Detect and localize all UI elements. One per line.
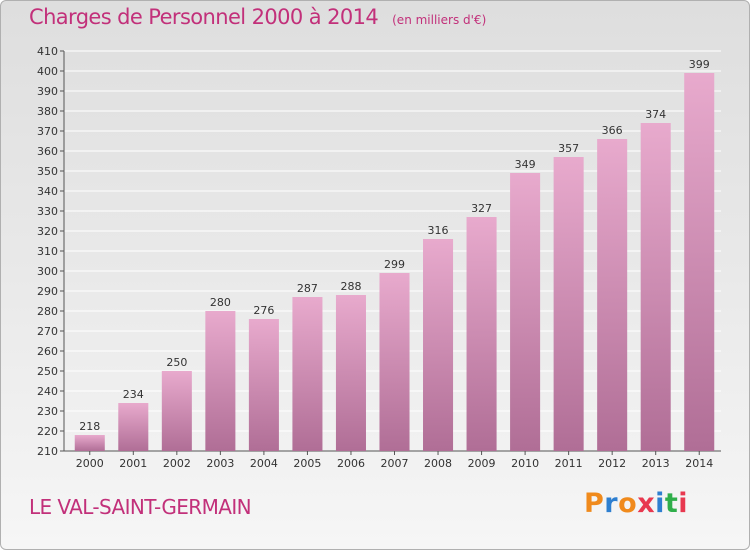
logo-letter: r — [604, 488, 619, 519]
x-tick-label-2000: 2000 — [76, 457, 104, 470]
x-tick-label-2004: 2004 — [250, 457, 278, 470]
bars — [74, 73, 715, 451]
value-label-2002: 250 — [166, 356, 187, 369]
commune-name: LE VAL-SAINT-GERMAIN — [29, 495, 252, 519]
bar-2012 — [597, 139, 628, 451]
value-label-2010: 349 — [515, 158, 536, 171]
proxiti-logo: Proxiti — [584, 488, 688, 519]
chart-title: Charges de Personnel 2000 à 2014 (en mill… — [29, 5, 486, 29]
y-tick-label: 410 — [37, 45, 58, 58]
x-tick-label-2014: 2014 — [685, 457, 713, 470]
logo-letter: o — [618, 488, 638, 519]
x-tick-label-2008: 2008 — [424, 457, 452, 470]
value-label-2012: 366 — [602, 124, 623, 137]
x-tick-label-2007: 2007 — [381, 457, 409, 470]
logo-letter: x — [637, 488, 656, 519]
value-label-2007: 299 — [384, 258, 405, 271]
y-tick-label: 400 — [37, 65, 58, 78]
logo-letter: P — [584, 488, 605, 519]
value-label-2008: 316 — [428, 224, 449, 237]
bar-2004 — [248, 319, 279, 451]
y-tick-label: 370 — [37, 125, 58, 138]
y-tick-label: 350 — [37, 165, 58, 178]
bar-2008 — [423, 239, 454, 451]
y-tick-label: 340 — [37, 185, 58, 198]
bar-2014 — [684, 73, 715, 451]
bar-2009 — [466, 217, 497, 451]
logo-letter: i — [655, 488, 665, 519]
y-tick-label: 250 — [37, 365, 58, 378]
y-tick-label: 240 — [37, 385, 58, 398]
bar-2000 — [74, 435, 105, 451]
x-tick-label-2002: 2002 — [163, 457, 191, 470]
y-tick-label: 390 — [37, 85, 58, 98]
bar-2010 — [510, 173, 541, 451]
chart-subtitle: (en milliers d'€) — [392, 13, 487, 27]
value-label-2006: 288 — [340, 280, 361, 293]
chart-title-text: Charges de Personnel 2000 à 2014 — [29, 5, 379, 29]
bar-2001 — [118, 403, 149, 451]
y-tick-label: 220 — [37, 425, 58, 438]
x-tick-label-2010: 2010 — [511, 457, 539, 470]
x-tick-label-2011: 2011 — [555, 457, 583, 470]
y-tick-label: 330 — [37, 205, 58, 218]
value-label-2011: 357 — [558, 142, 579, 155]
x-tick-label-2006: 2006 — [337, 457, 365, 470]
value-label-2009: 327 — [471, 202, 492, 215]
bar-2013 — [640, 123, 671, 451]
bar-2005 — [292, 297, 323, 451]
y-tick-label: 230 — [37, 405, 58, 418]
value-label-2013: 374 — [645, 108, 666, 121]
data-labels: 218 234 250 280 276 287 288 299 316 327 349 357 366 3… — [79, 58, 709, 433]
y-tick-label: 310 — [37, 245, 58, 258]
x-tick-label-2001: 2001 — [119, 457, 147, 470]
value-label-2014: 399 — [689, 58, 710, 71]
value-label-2005: 287 — [297, 282, 318, 295]
y-tick-label: 290 — [37, 285, 58, 298]
logo-letter: t — [664, 488, 679, 519]
y-tick-label: 300 — [37, 265, 58, 278]
y-tick-label: 210 — [37, 445, 58, 458]
bar-2002 — [161, 371, 192, 451]
bar-2011 — [553, 157, 584, 451]
x-tick-label-2005: 2005 — [293, 457, 321, 470]
logo-letter: i — [678, 488, 689, 519]
value-label-2001: 234 — [123, 388, 144, 401]
y-tick-label: 280 — [37, 305, 58, 318]
y-tick-label: 320 — [37, 225, 58, 238]
bar-2006 — [335, 295, 366, 451]
bar-2007 — [379, 273, 410, 451]
value-label-2000: 218 — [79, 420, 100, 433]
x-tick-label-2009: 2009 — [468, 457, 496, 470]
x-tick-label-2003: 2003 — [206, 457, 234, 470]
y-tick-label: 360 — [37, 145, 58, 158]
x-tick-label-2013: 2013 — [642, 457, 670, 470]
value-label-2004: 276 — [253, 304, 274, 317]
y-tick-label: 380 — [37, 105, 58, 118]
x-tick-label-2012: 2012 — [598, 457, 626, 470]
y-tick-label: 260 — [37, 345, 58, 358]
value-label-2003: 280 — [210, 296, 231, 309]
bar-2003 — [205, 311, 236, 451]
y-tick-label: 270 — [37, 325, 58, 338]
